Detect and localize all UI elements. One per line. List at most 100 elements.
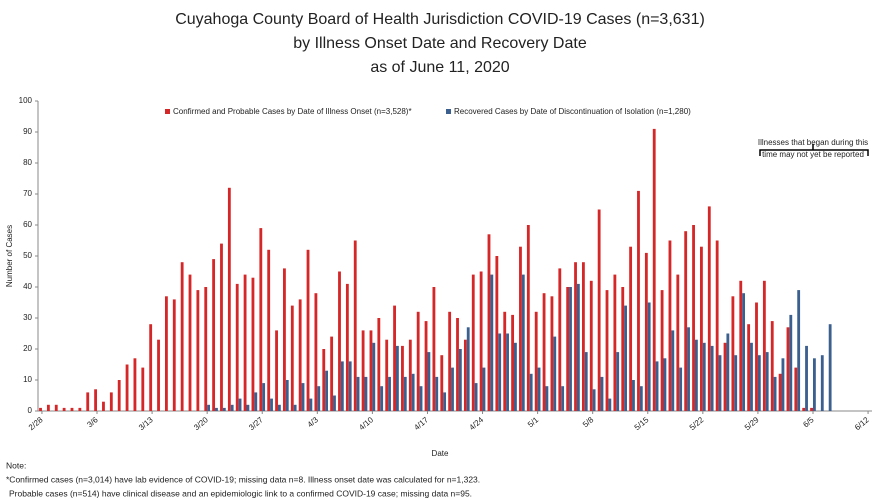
bar bbox=[498, 333, 502, 411]
y-axis-label: Number of Cases bbox=[5, 225, 14, 287]
bar bbox=[259, 228, 263, 411]
bar bbox=[794, 367, 798, 411]
bar bbox=[702, 342, 706, 411]
bar bbox=[283, 268, 286, 411]
bar bbox=[613, 274, 617, 411]
bar bbox=[435, 376, 439, 411]
bar bbox=[529, 373, 533, 411]
bar bbox=[490, 274, 494, 411]
y-tick-label: 80 bbox=[23, 158, 32, 167]
bar bbox=[298, 299, 302, 411]
bar bbox=[463, 339, 467, 411]
bar bbox=[684, 231, 688, 411]
bar bbox=[424, 321, 428, 411]
y-tick-label: 40 bbox=[23, 282, 32, 291]
bar bbox=[750, 342, 753, 411]
chart-title: as of June 11, 2020 bbox=[370, 59, 509, 76]
bar bbox=[558, 268, 562, 411]
bar bbox=[605, 290, 609, 411]
note: *Confirmed cases (n=3,014) have lab evid… bbox=[6, 474, 480, 484]
bar bbox=[597, 209, 601, 411]
bar bbox=[377, 318, 381, 411]
bar bbox=[451, 367, 454, 411]
bar bbox=[660, 290, 664, 411]
bar bbox=[692, 225, 695, 411]
bar bbox=[553, 336, 557, 411]
bar bbox=[537, 367, 541, 411]
bar bbox=[54, 404, 58, 411]
chart-title: by Illness Onset Date and Recovery Date bbox=[293, 35, 587, 52]
bar bbox=[679, 367, 683, 411]
bar bbox=[246, 404, 250, 411]
bar bbox=[624, 305, 627, 411]
x-tick-label: 4/24 bbox=[467, 415, 485, 432]
bar bbox=[778, 373, 782, 411]
bar bbox=[333, 395, 336, 411]
bar bbox=[511, 314, 515, 411]
bar bbox=[102, 401, 105, 411]
x-tick-label: 2/28 bbox=[27, 415, 45, 432]
bar bbox=[427, 352, 431, 411]
bar bbox=[432, 287, 436, 411]
bar bbox=[117, 380, 121, 411]
x-tick-label: 5/8 bbox=[581, 415, 596, 429]
bar bbox=[207, 404, 210, 411]
bar bbox=[330, 336, 334, 411]
bar bbox=[616, 352, 620, 411]
bar bbox=[802, 407, 806, 411]
bar bbox=[235, 283, 239, 411]
bar bbox=[600, 376, 604, 411]
bar bbox=[550, 296, 554, 411]
bar bbox=[707, 206, 711, 411]
bar bbox=[325, 370, 329, 411]
bar bbox=[608, 398, 612, 411]
x-tick-label: 5/29 bbox=[743, 415, 761, 432]
bar bbox=[765, 352, 769, 411]
bar bbox=[262, 383, 266, 411]
bar bbox=[149, 324, 153, 411]
x-tick-label: 3/27 bbox=[247, 415, 265, 432]
y-tick-label: 70 bbox=[23, 189, 32, 198]
bar bbox=[133, 358, 137, 411]
bar bbox=[566, 287, 570, 411]
bar bbox=[676, 274, 680, 411]
bar bbox=[388, 376, 391, 411]
bar bbox=[340, 361, 344, 411]
x-tick-label: 6/12 bbox=[853, 415, 871, 432]
x-axis-label: Date bbox=[432, 449, 449, 458]
bar bbox=[94, 389, 98, 411]
bar bbox=[458, 349, 462, 411]
bar bbox=[700, 246, 703, 411]
legend-label: Recovered Cases by Date of Discontinuati… bbox=[454, 107, 691, 116]
bar bbox=[820, 355, 824, 411]
bar bbox=[172, 299, 176, 411]
bar bbox=[227, 187, 231, 411]
bar bbox=[356, 376, 360, 411]
bar bbox=[545, 386, 549, 411]
bar bbox=[285, 380, 289, 411]
y-tick-label: 10 bbox=[23, 375, 32, 384]
bar bbox=[180, 262, 184, 411]
y-tick-label: 50 bbox=[23, 251, 32, 260]
bar bbox=[694, 339, 698, 411]
bar bbox=[514, 342, 517, 411]
bar bbox=[503, 311, 507, 411]
bar bbox=[762, 280, 766, 411]
bar bbox=[519, 246, 522, 411]
bar bbox=[668, 240, 672, 411]
bar bbox=[726, 333, 730, 411]
bar bbox=[770, 321, 774, 411]
bar bbox=[773, 376, 777, 411]
bar bbox=[521, 274, 525, 411]
bar bbox=[786, 327, 790, 411]
bar bbox=[739, 280, 743, 411]
bar bbox=[380, 386, 384, 411]
bar bbox=[46, 404, 50, 411]
x-tick-label: 3/6 bbox=[85, 415, 100, 429]
bar bbox=[385, 339, 389, 411]
legend-swatch bbox=[446, 109, 451, 114]
bar bbox=[495, 256, 499, 411]
legend-label: Confirmed and Probable Cases by Date of … bbox=[173, 107, 412, 116]
x-tick-label: 6/5 bbox=[801, 415, 816, 429]
bar bbox=[277, 404, 281, 411]
